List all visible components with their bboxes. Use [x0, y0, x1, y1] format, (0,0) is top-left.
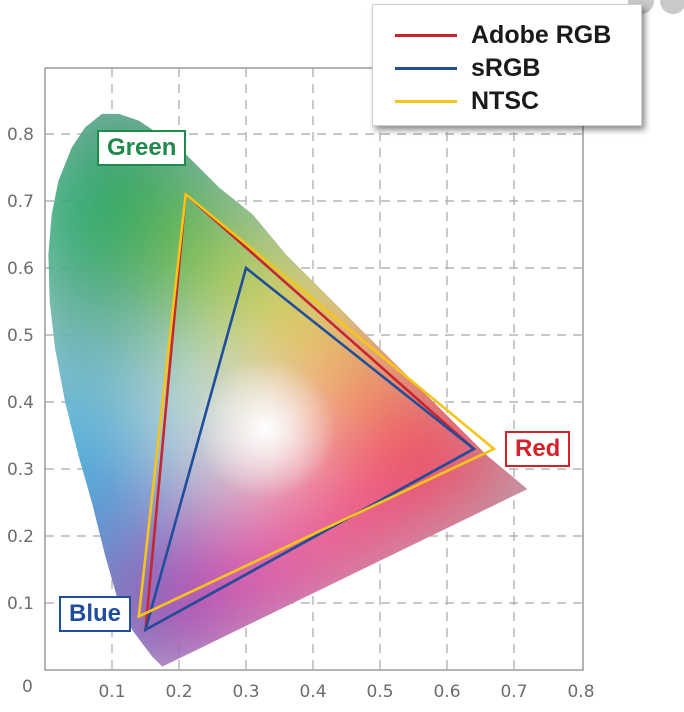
- x-tick-label: 0.3: [232, 682, 259, 702]
- legend-item-adobe-rgb: Adobe RGB: [395, 19, 611, 51]
- x-tick-label: 0.7: [500, 682, 527, 702]
- origin-label: 0: [22, 677, 33, 697]
- legend-swatch-ntsc: [395, 99, 457, 103]
- plot-frame: [44, 67, 584, 671]
- legend-item-srgb: sRGB: [395, 52, 540, 84]
- x-axis-ticks: 0.1 0.2 0.3 0.4 0.5 0.6 0.7 0.8: [98, 682, 594, 702]
- legend-label-adobe-rgb: Adobe RGB: [471, 20, 612, 49]
- legend-label-srgb: sRGB: [471, 53, 541, 82]
- y-tick-label: 0.5: [7, 326, 34, 346]
- green-vertex-label: Green: [97, 130, 187, 166]
- y-tick-label: 0.1: [7, 594, 34, 614]
- y-tick-label: 0.4: [7, 393, 34, 413]
- y-tick-label: 0.3: [7, 460, 34, 480]
- y-tick-label: 0.6: [7, 259, 34, 279]
- y-tick-label: 0.2: [7, 527, 34, 547]
- legend-label-ntsc: NTSC: [471, 86, 540, 115]
- corner-button-icon-2[interactable]: [660, 0, 684, 14]
- legend-swatch-srgb: [395, 66, 457, 70]
- legend: Adobe RGB sRGB NTSC: [372, 4, 642, 126]
- gamut-triangle-ntsc: [137, 191, 497, 619]
- x-tick-label: 0.1: [98, 682, 125, 702]
- gamut-triangles: [137, 191, 497, 633]
- y-tick-label: 0.7: [7, 192, 34, 212]
- blue-vertex-label: Blue: [59, 596, 132, 632]
- x-tick-label: 0.4: [299, 682, 326, 702]
- legend-item-ntsc: NTSC: [395, 85, 539, 117]
- x-tick-label: 0.5: [366, 682, 393, 702]
- y-axis-ticks: 0.1 0.2 0.3 0.4 0.5 0.6 0.7 0.8: [7, 125, 34, 614]
- legend-swatch-adobe-rgb: [395, 33, 457, 37]
- x-tick-label: 0.6: [433, 682, 460, 702]
- x-tick-label: 0.2: [165, 682, 192, 702]
- white-point-glow: [196, 358, 337, 499]
- red-vertex-label: Red: [505, 431, 571, 467]
- x-tick-label: 0.8: [567, 682, 594, 702]
- y-tick-label: 0.8: [7, 125, 34, 145]
- gamut-triangle-srgb: [143, 265, 477, 633]
